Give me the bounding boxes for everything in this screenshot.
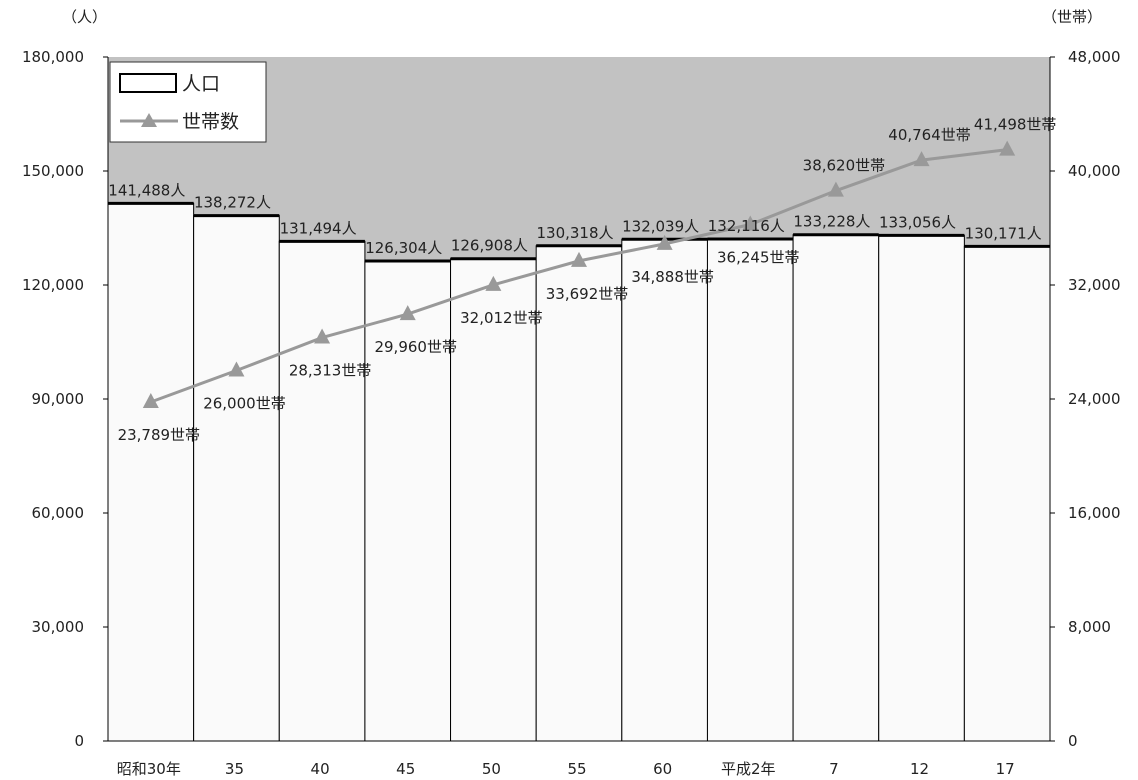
left-tick-label: 0 [74, 732, 84, 750]
population-bar [792, 234, 880, 742]
population-value-label: 133,228人 [793, 213, 870, 231]
household-marker [656, 234, 673, 250]
axes: 0 30,000 60,000 90,000 120,000 150,000 180,000… [22, 48, 1121, 778]
legend-marker-households [141, 113, 157, 127]
household-value-label: 40,764世帯 [888, 126, 971, 144]
population-value-label: 130,171人 [965, 224, 1042, 242]
population-value-label: 132,039人 [622, 217, 699, 235]
population-value-label: 130,318人 [536, 224, 613, 242]
household-marker [742, 215, 759, 231]
household-marker [571, 251, 587, 267]
household-line [142, 140, 1016, 409]
x-tick-label: 45 [396, 760, 415, 778]
x-tick-label: 60 [653, 760, 672, 778]
population-value-label: 126,908人 [451, 237, 528, 255]
population-bar [878, 234, 965, 742]
household-value-label: 26,000世帯 [203, 395, 286, 413]
population-bar [621, 238, 708, 742]
x-tick-label: 55 [567, 760, 586, 778]
legend: 人口 世帯数 [109, 61, 267, 143]
x-tick-label: 40 [311, 760, 330, 778]
x-tick-label: 7 [829, 760, 839, 778]
household-marker [999, 140, 1016, 156]
left-tick-label: 120,000 [22, 276, 84, 294]
household-marker [913, 151, 930, 167]
household-value-label: 33,692世帯 [546, 285, 629, 303]
population-value-label: 126,304人 [365, 239, 442, 257]
household-value-label: 29,960世帯 [374, 338, 457, 356]
household-value-label: 32,012世帯 [460, 309, 543, 327]
population-bars [107, 201, 1051, 742]
left-tick-label: 90,000 [32, 390, 85, 408]
population-bar [535, 245, 623, 742]
household-value-label: 36,245世帯 [717, 249, 800, 267]
population-bar [450, 258, 537, 742]
population-bar [278, 240, 366, 742]
household-value-label: 38,620世帯 [803, 157, 886, 175]
household-marker [485, 275, 502, 291]
left-axis-unit: （人） [62, 8, 107, 26]
right-tick-label: 24,000 [1068, 390, 1121, 408]
household-marker [827, 181, 844, 197]
household-marker [399, 305, 416, 321]
x-tick-label: 35 [225, 760, 244, 778]
population-value-label: 133,056人 [879, 213, 956, 231]
population-bar [706, 238, 794, 742]
left-tick-label: 180,000 [22, 48, 84, 66]
data-labels: 141,488人 138,272人 131,494人 126,304人 126,908人… [108, 116, 1056, 444]
x-tick-label: 平成2年 [721, 760, 776, 778]
household-value-label: 28,313世帯 [289, 362, 372, 380]
x-tick-label: 17 [996, 760, 1015, 778]
household-marker [142, 393, 159, 409]
household-marker [314, 328, 331, 344]
population-value-label: 132,116人 [708, 217, 785, 235]
population-bar [364, 260, 452, 742]
household-value-label: 34,888世帯 [631, 268, 714, 286]
population-value-label: 131,494人 [280, 219, 357, 237]
population-bar [963, 245, 1051, 742]
x-tick-label: 昭和30年 [117, 760, 181, 778]
population-bar [193, 215, 280, 742]
population-value-label: 138,272人 [194, 194, 271, 212]
right-tick-label: 16,000 [1068, 504, 1121, 522]
legend-label-households: 世帯数 [182, 111, 239, 133]
right-tick-label: 32,000 [1068, 276, 1121, 294]
population-bar [107, 202, 195, 742]
right-axis-unit: （世帯） [1042, 8, 1102, 26]
x-tick-label: 50 [482, 760, 501, 778]
right-tick-label: 48,000 [1068, 48, 1121, 66]
population-value-label: 141,488人 [108, 181, 185, 199]
right-tick-label: 0 [1068, 732, 1078, 750]
right-tick-label: 8,000 [1068, 618, 1111, 636]
household-value-label: 23,789世帯 [118, 426, 201, 444]
left-tick-label: 60,000 [32, 504, 85, 522]
left-tick-label: 150,000 [22, 162, 84, 180]
left-tick-label: 30,000 [32, 618, 85, 636]
right-tick-label: 40,000 [1068, 162, 1121, 180]
legend-swatch-population [119, 73, 177, 93]
household-value-label: 41,498世帯 [974, 116, 1057, 134]
legend-label-population: 人口 [182, 73, 220, 95]
household-marker [228, 361, 245, 377]
x-tick-label: 12 [910, 760, 929, 778]
